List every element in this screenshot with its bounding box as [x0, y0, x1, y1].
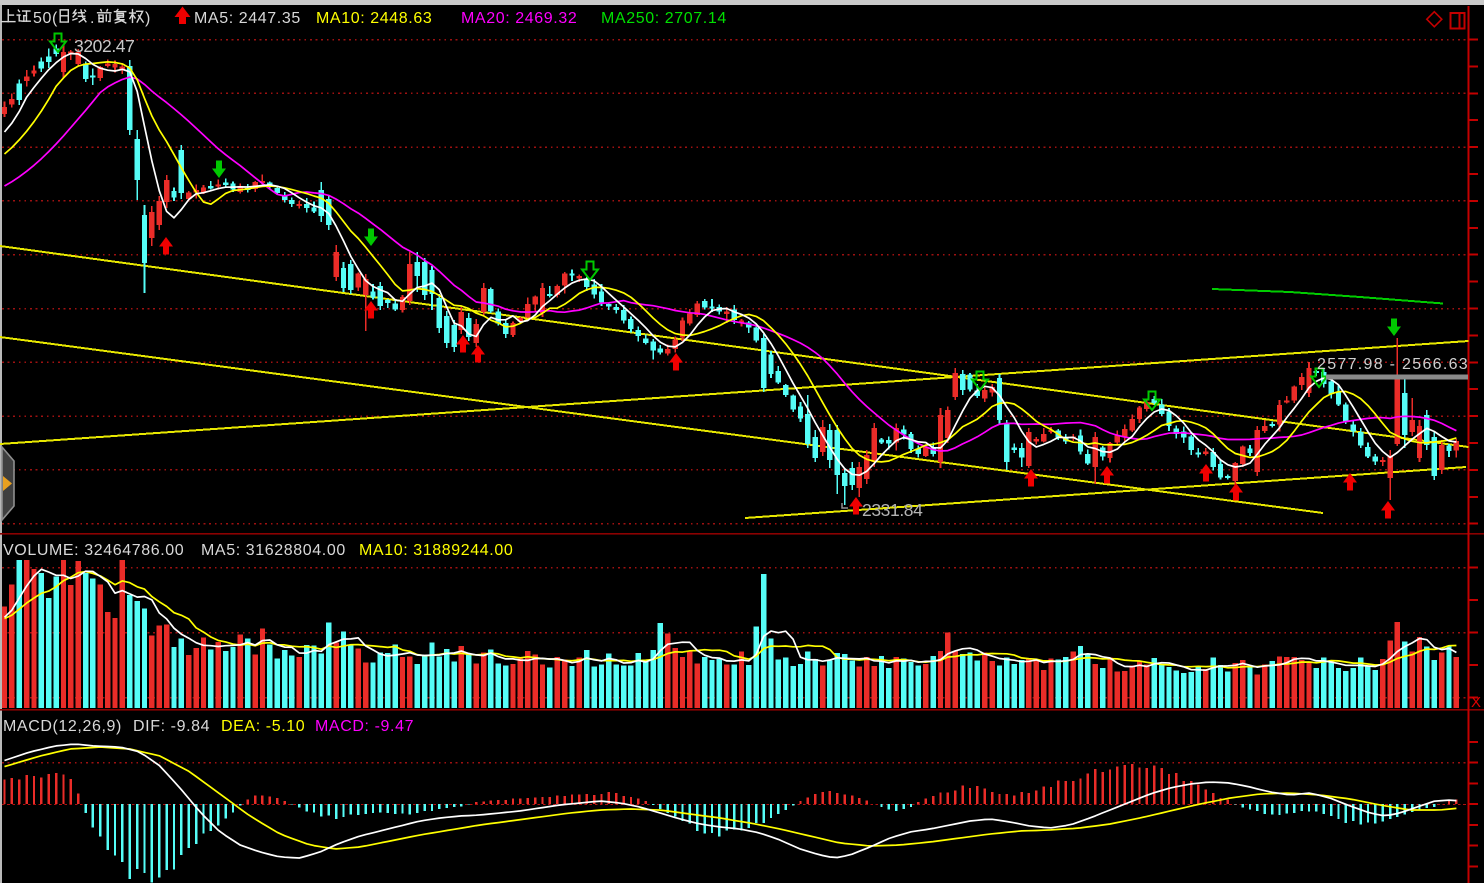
svg-text:MA20: 2469.32: MA20: 2469.32: [461, 10, 577, 27]
svg-text:X: X: [1471, 694, 1482, 711]
svg-text:2331.84: 2331.84: [862, 500, 923, 520]
svg-text:MA10: 31889244.00: MA10: 31889244.00: [359, 542, 513, 559]
svg-text:MA5: 31628804.00: MA5: 31628804.00: [201, 542, 346, 559]
svg-text:MACD: -9.47: MACD: -9.47: [315, 718, 414, 735]
svg-text:MA5: 2447.35: MA5: 2447.35: [194, 10, 301, 27]
svg-text:VOLUME: 32464786.00: VOLUME: 32464786.00: [3, 542, 184, 559]
svg-text:MA250: 2707.14: MA250: 2707.14: [601, 10, 727, 27]
svg-text:.: .: [90, 10, 95, 27]
svg-text:MA10: 2448.63: MA10: 2448.63: [316, 10, 432, 27]
svg-text:): ): [145, 10, 151, 27]
svg-text:MACD(12,26,9): MACD(12,26,9): [3, 718, 122, 735]
svg-text:DEA: -5.10: DEA: -5.10: [221, 718, 305, 735]
svg-text:50(: 50(: [33, 10, 58, 27]
svg-text:2577.98 - 2566.63: 2577.98 - 2566.63: [1317, 356, 1469, 373]
svg-text:DIF: -9.84: DIF: -9.84: [133, 718, 210, 735]
svg-text:3202.47: 3202.47: [74, 36, 134, 56]
